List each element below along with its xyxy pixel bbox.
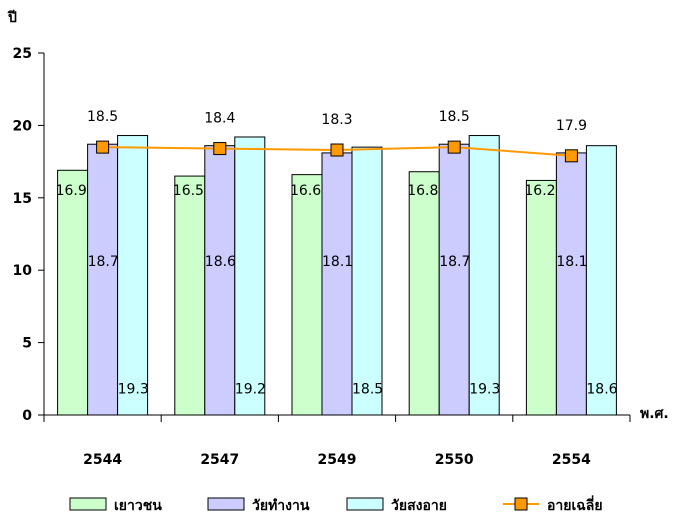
bar: [57, 169, 89, 416]
bar: [438, 143, 470, 416]
bar: [351, 146, 383, 416]
average-marker: [447, 140, 461, 154]
bar-data-label: 18.6: [205, 254, 236, 270]
x-tick-label: 2549: [318, 452, 357, 468]
bar: [87, 143, 119, 416]
y-tick-label: 0: [22, 408, 32, 424]
bar: [585, 145, 617, 416]
average-data-label: 17.9: [556, 118, 587, 134]
average-data-label: 18.4: [204, 111, 235, 127]
bar-data-label: 16.5: [173, 183, 204, 199]
legend-label: อายเฉลี่ย: [547, 495, 603, 514]
bar-data-label: 19.3: [469, 381, 500, 397]
y-tick-label: 25: [13, 46, 32, 62]
bars: [57, 135, 617, 416]
bar-data-label: 16.2: [524, 183, 555, 199]
legend-marker-swatch: [514, 497, 528, 511]
bar-data-label: 16.8: [407, 183, 438, 199]
bar: [204, 145, 236, 416]
bar: [555, 152, 587, 416]
bar-data-label: 18.7: [439, 254, 470, 270]
x-tick-label: 2547: [200, 452, 239, 468]
average-data-label: 18.5: [439, 109, 470, 125]
bar-data-label: 18.1: [556, 254, 587, 270]
legend-swatch: [69, 497, 107, 511]
average-data-label: 18.3: [321, 112, 352, 128]
y-axis-label: ปี: [7, 10, 17, 26]
average-marker: [213, 142, 227, 156]
x-axis-label: พ.ศ.: [640, 406, 669, 422]
x-tick-label: 2554: [552, 452, 591, 468]
y-tick-label: 5: [22, 336, 32, 352]
bar-data-label: 18.1: [322, 254, 353, 270]
x-tick-label: 2550: [435, 452, 474, 468]
x-tick-label: 2544: [83, 452, 122, 468]
bar-data-label: 19.2: [235, 381, 266, 397]
y-tick-label: 20: [13, 118, 33, 134]
average-marker: [564, 149, 578, 163]
bar-data-label: 16.9: [56, 183, 87, 199]
legend-label: วัยสงอาย: [391, 498, 447, 514]
y-tick-label: 15: [13, 191, 32, 207]
legend-swatch: [207, 497, 245, 511]
bar: [291, 174, 323, 416]
bar: [234, 136, 266, 416]
legend: เยาวชน วัยทำงาน วัยสงอาย อายเฉลี่ย: [69, 495, 603, 514]
legend-label: เยาวชน: [114, 498, 162, 514]
bar-data-label: 18.6: [586, 381, 617, 397]
bar: [117, 135, 149, 416]
axes: 0 5 10 15 20 25 2544 2547 2549 2550 2554: [13, 46, 631, 468]
bar: [174, 175, 206, 416]
bar: [525, 179, 557, 416]
average-data-label: 18.5: [87, 109, 118, 125]
data-labels: 16.9 18.7 19.3 16.5 18.6 19.2 16.6 18.1 18.5 16.8…: [56, 109, 618, 397]
bar-data-label: 16.6: [290, 183, 321, 199]
average-marker: [330, 143, 344, 157]
bar: [408, 171, 440, 416]
bar-data-label: 18.7: [88, 254, 119, 270]
legend-label: วัยทำงาน: [252, 498, 310, 514]
bar-data-label: 19.3: [118, 381, 149, 397]
bar-data-label: 18.5: [352, 381, 383, 397]
average-line: [96, 140, 578, 163]
bar: [321, 152, 353, 416]
legend-swatch: [346, 497, 384, 511]
y-tick-label: 10: [13, 263, 33, 279]
bar: [468, 135, 500, 416]
average-marker: [96, 140, 110, 154]
